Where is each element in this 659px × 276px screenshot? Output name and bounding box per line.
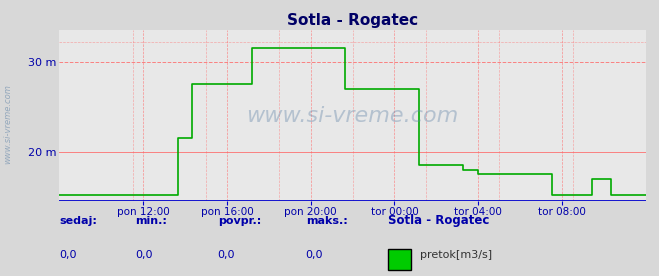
Text: maks.:: maks.: bbox=[306, 216, 347, 226]
Text: www.si-vreme.com: www.si-vreme.com bbox=[246, 106, 459, 126]
Text: 0,0: 0,0 bbox=[59, 250, 77, 260]
Text: 0,0: 0,0 bbox=[217, 250, 235, 260]
Text: Sotla - Rogatec: Sotla - Rogatec bbox=[387, 214, 489, 227]
FancyBboxPatch shape bbox=[387, 249, 411, 270]
Text: 0,0: 0,0 bbox=[306, 250, 323, 260]
Text: povpr.:: povpr.: bbox=[217, 216, 261, 226]
Title: Sotla - Rogatec: Sotla - Rogatec bbox=[287, 13, 418, 28]
Text: sedaj:: sedaj: bbox=[59, 216, 97, 226]
Text: min.:: min.: bbox=[136, 216, 167, 226]
Text: 0,0: 0,0 bbox=[136, 250, 153, 260]
Text: www.si-vreme.com: www.si-vreme.com bbox=[3, 84, 13, 164]
Text: pretok[m3/s]: pretok[m3/s] bbox=[420, 250, 492, 260]
